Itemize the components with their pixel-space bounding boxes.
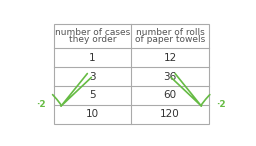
Text: 5: 5	[89, 91, 96, 100]
Text: number of rolls: number of rolls	[136, 28, 204, 37]
Text: ·2: ·2	[36, 100, 46, 109]
Text: 1: 1	[89, 53, 96, 63]
Text: 12: 12	[163, 53, 177, 63]
Text: 36: 36	[163, 72, 177, 82]
Bar	[54, 24, 209, 124]
Text: of paper towels: of paper towels	[135, 35, 205, 44]
Text: 60: 60	[163, 91, 177, 100]
Text: number of cases: number of cases	[55, 28, 130, 37]
Text: they order: they order	[69, 35, 116, 44]
Text: 3: 3	[89, 72, 96, 82]
Text: ·2: ·2	[217, 100, 226, 109]
Text: 10: 10	[86, 109, 99, 119]
Text: 120: 120	[160, 109, 180, 119]
